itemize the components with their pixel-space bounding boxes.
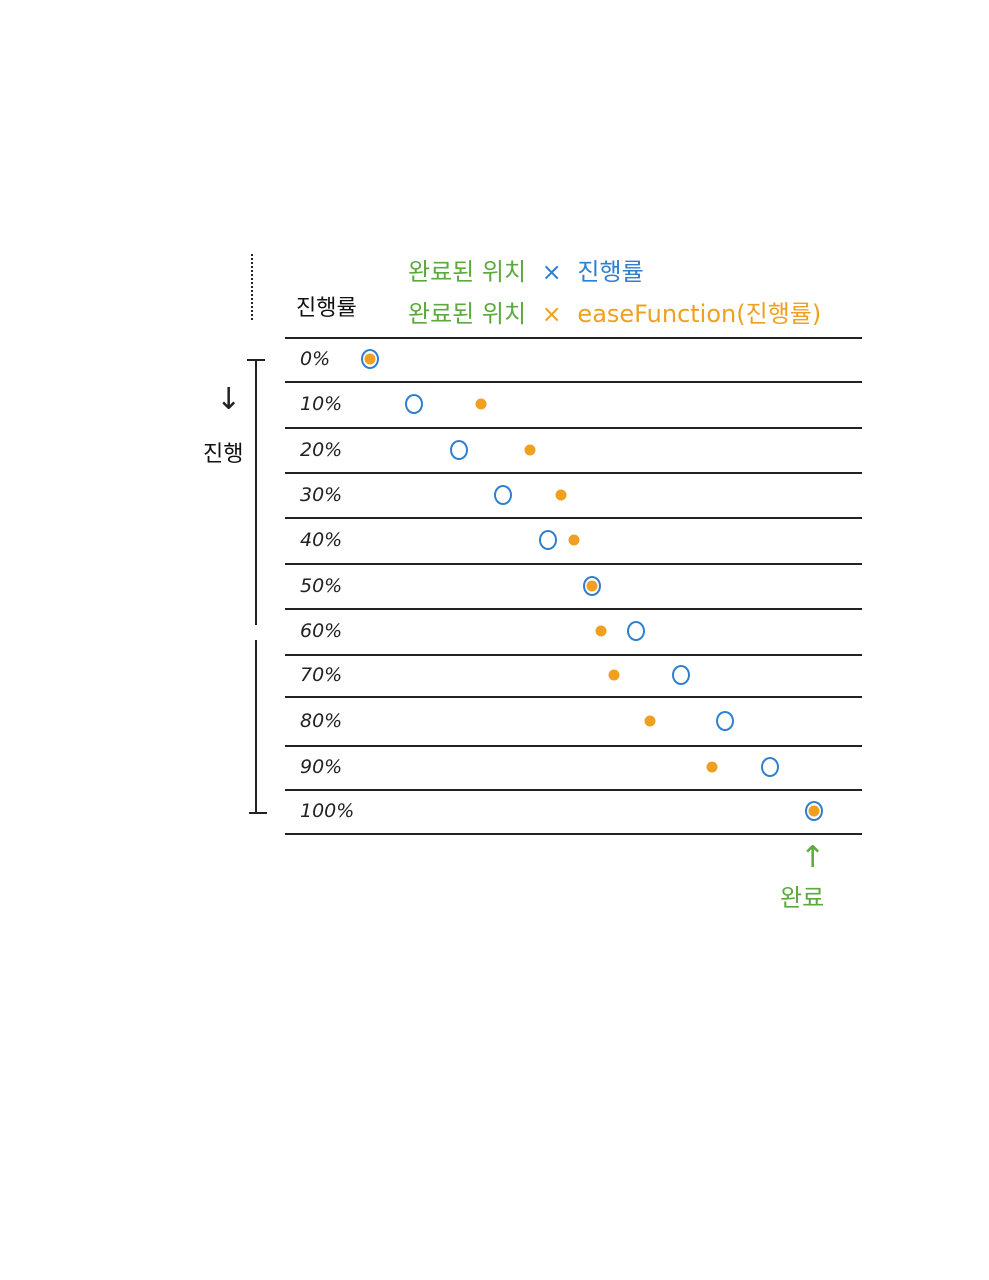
eased-position-dot	[595, 625, 607, 637]
row-divider	[285, 654, 862, 656]
dotted-continuation	[251, 254, 255, 320]
formula-linear-part2: 진행률	[577, 258, 644, 286]
formula-linear-op: ×	[541, 258, 562, 286]
linear-position-circle	[805, 801, 823, 821]
down-arrow-icon: ↓	[216, 382, 242, 417]
row-divider	[285, 427, 862, 429]
eased-position-dot	[555, 489, 567, 500]
row-divider	[285, 608, 862, 610]
linear-position-circle	[583, 575, 601, 596]
linear-position-circle	[361, 349, 379, 369]
row-label: 0%	[300, 348, 331, 370]
row-label: 100%	[300, 800, 355, 822]
bracket-line-upper	[255, 360, 257, 625]
bracket-bottom-cap	[249, 812, 267, 814]
row-label: 10%	[300, 393, 343, 415]
row-label: 90%	[300, 756, 343, 778]
eased-position-dot	[608, 669, 620, 681]
row-divider	[285, 696, 862, 698]
done-label: 완료	[780, 884, 825, 912]
row-label: 60%	[300, 620, 343, 642]
linear-position-circle	[671, 665, 690, 685]
column-header: 진행률	[296, 296, 357, 321]
row-divider	[285, 563, 862, 565]
linear-position-circle	[449, 439, 468, 460]
eased-position-dot	[706, 761, 718, 773]
row-label: 70%	[300, 664, 343, 686]
up-arrow-icon: ↑	[800, 840, 826, 875]
linear-position-circle	[760, 757, 779, 777]
formula-linear: 완료된 위치 × 진행률	[408, 252, 644, 287]
row-divider	[285, 381, 862, 383]
row-divider	[285, 745, 862, 747]
formula-eased-part2: easeFunction(진행률)	[577, 300, 822, 328]
row-label: 30%	[300, 483, 343, 506]
row-label: 40%	[300, 529, 343, 551]
formula-linear-part1: 완료된 위치	[408, 258, 527, 286]
eased-position-dot	[568, 534, 580, 546]
eased-position-dot	[475, 398, 487, 410]
bracket-line-lower	[255, 640, 257, 813]
linear-position-circle	[405, 394, 424, 414]
row-label: 20%	[300, 438, 343, 461]
linear-position-circle	[494, 484, 513, 505]
linear-position-circle	[716, 710, 735, 731]
progress-side-label: 진행	[203, 442, 244, 467]
row-label: 50%	[300, 574, 343, 597]
eased-position-dot	[644, 715, 656, 726]
row-divider	[285, 472, 862, 474]
linear-position-circle	[627, 621, 646, 641]
row-divider	[285, 789, 862, 791]
row-divider	[285, 833, 862, 835]
eased-position-dot	[524, 444, 536, 455]
formula-eased-op: ×	[541, 300, 562, 328]
formula-eased-part1: 완료된 위치	[408, 300, 527, 328]
formula-eased: 완료된 위치 × easeFunction(진행률)	[408, 294, 821, 329]
row-divider	[285, 337, 862, 339]
linear-position-circle	[538, 530, 557, 550]
row-label: 80%	[300, 709, 343, 732]
row-divider	[285, 517, 862, 519]
